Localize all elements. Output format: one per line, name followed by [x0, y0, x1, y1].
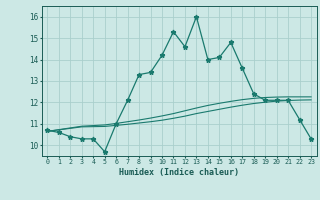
X-axis label: Humidex (Indice chaleur): Humidex (Indice chaleur) [119, 168, 239, 177]
